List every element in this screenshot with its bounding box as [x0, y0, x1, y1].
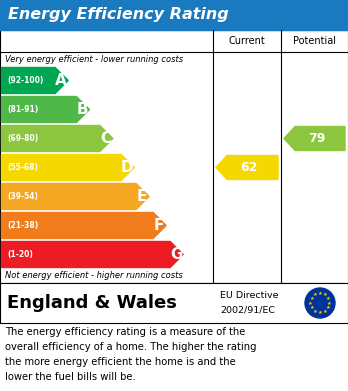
Polygon shape	[1, 154, 134, 181]
Text: ★: ★	[309, 305, 314, 310]
Bar	[0, 30, 348, 283]
Text: ★: ★	[318, 310, 322, 315]
Text: the more energy efficient the home is and the: the more energy efficient the home is an…	[5, 357, 236, 367]
Text: B: B	[77, 102, 88, 117]
Text: ★: ★	[313, 292, 318, 297]
Text: (1-20): (1-20)	[7, 250, 33, 259]
Polygon shape	[1, 126, 113, 151]
Text: ★: ★	[322, 292, 327, 297]
Text: Not energy efficient - higher running costs: Not energy efficient - higher running co…	[5, 271, 183, 280]
Polygon shape	[1, 242, 183, 267]
Text: (55-68): (55-68)	[7, 163, 38, 172]
Polygon shape	[1, 212, 166, 239]
Text: (21-38): (21-38)	[7, 221, 38, 230]
Text: lower the fuel bills will be.: lower the fuel bills will be.	[5, 372, 136, 382]
Text: G: G	[170, 247, 182, 262]
Text: ★: ★	[326, 296, 331, 301]
Circle shape	[305, 288, 335, 318]
Text: 79: 79	[308, 132, 325, 145]
Text: (69-80): (69-80)	[7, 134, 38, 143]
Text: overall efficiency of a home. The higher the rating: overall efficiency of a home. The higher…	[5, 342, 256, 352]
Text: (81-91): (81-91)	[7, 105, 38, 114]
Text: ★: ★	[327, 301, 332, 305]
Text: 2002/91/EC: 2002/91/EC	[220, 306, 275, 315]
Text: Potential: Potential	[293, 36, 336, 46]
Text: (92-100): (92-100)	[7, 76, 44, 85]
Text: England & Wales: England & Wales	[7, 294, 177, 312]
Text: E: E	[137, 189, 147, 204]
Text: Very energy efficient - lower running costs: Very energy efficient - lower running co…	[5, 54, 183, 63]
Text: ★: ★	[308, 301, 313, 305]
Text: The energy efficiency rating is a measure of the: The energy efficiency rating is a measur…	[5, 327, 245, 337]
Text: (39-54): (39-54)	[7, 192, 38, 201]
Polygon shape	[216, 156, 278, 179]
Text: ★: ★	[313, 309, 318, 314]
Polygon shape	[1, 97, 89, 122]
Text: 62: 62	[240, 161, 258, 174]
Text: D: D	[121, 160, 133, 175]
Text: ★: ★	[322, 309, 327, 314]
Polygon shape	[1, 68, 68, 93]
Text: EU Directive: EU Directive	[220, 291, 278, 300]
Text: ★: ★	[309, 296, 314, 301]
Bar	[0, 283, 348, 323]
Text: ★: ★	[326, 305, 331, 310]
Polygon shape	[284, 127, 345, 151]
Text: Current: Current	[229, 36, 266, 46]
Bar	[0, 0, 348, 30]
Text: A: A	[55, 73, 67, 88]
Polygon shape	[1, 183, 149, 210]
Text: F: F	[154, 218, 164, 233]
Text: Energy Efficiency Rating: Energy Efficiency Rating	[8, 7, 229, 23]
Text: ★: ★	[318, 291, 322, 296]
Text: C: C	[100, 131, 111, 146]
